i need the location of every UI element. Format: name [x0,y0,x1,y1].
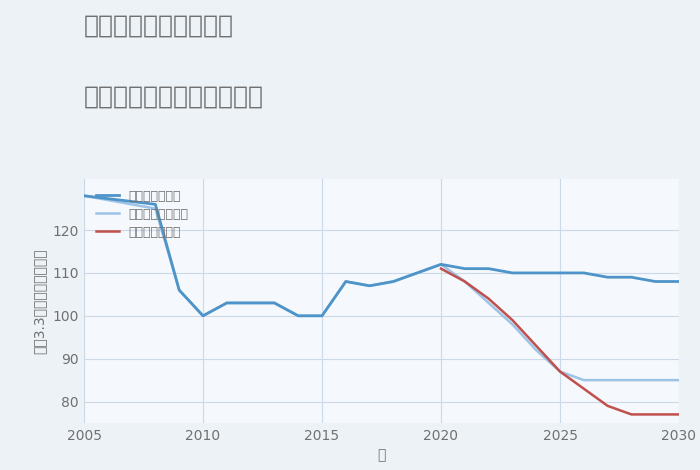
ノーマルシナリオ [556,369,564,375]
ノーマルシナリオ [246,300,255,306]
グッドシナリオ [603,274,612,280]
バッドシナリオ [627,412,636,417]
ノーマルシナリオ [199,313,207,319]
ノーマルシナリオ [413,270,421,276]
ノーマルシナリオ [508,321,517,327]
グッドシナリオ [270,300,279,306]
ノーマルシナリオ [270,300,279,306]
Text: 奈良県橿原市高殿町の: 奈良県橿原市高殿町の [84,14,234,38]
グッドシナリオ [342,279,350,284]
ノーマルシナリオ [627,377,636,383]
ノーマルシナリオ [461,279,469,284]
グッドシナリオ [80,193,88,198]
ノーマルシナリオ [389,279,398,284]
Line: ノーマルシナリオ: ノーマルシナリオ [84,196,679,380]
グッドシナリオ [199,313,207,319]
グッドシナリオ [556,270,564,276]
グッドシナリオ [627,274,636,280]
グッドシナリオ [365,283,374,289]
ノーマルシナリオ [532,347,540,353]
グッドシナリオ [461,266,469,272]
グッドシナリオ [580,270,588,276]
ノーマルシナリオ [484,300,493,306]
ノーマルシナリオ [223,300,231,306]
バッドシナリオ [437,266,445,272]
バッドシナリオ [556,369,564,375]
バッドシナリオ [532,343,540,349]
Text: 中古マンションの価格推移: 中古マンションの価格推移 [84,85,264,109]
グッドシナリオ [151,202,160,207]
ノーマルシナリオ [580,377,588,383]
Y-axis label: 坪（3.3㎡）単価（万円）: 坪（3.3㎡）単価（万円） [32,248,46,353]
ノーマルシナリオ [318,313,326,319]
Line: バッドシナリオ: バッドシナリオ [441,269,679,415]
ノーマルシナリオ [342,279,350,284]
ノーマルシナリオ [437,261,445,267]
グッドシナリオ [389,279,398,284]
ノーマルシナリオ [651,377,659,383]
X-axis label: 年: 年 [377,448,386,462]
ノーマルシナリオ [603,377,612,383]
グッドシナリオ [675,279,683,284]
グッドシナリオ [223,300,231,306]
ノーマルシナリオ [365,283,374,289]
バッドシナリオ [580,386,588,392]
グッドシナリオ [175,287,183,293]
Legend: グッドシナリオ, ノーマルシナリオ, バッドシナリオ: グッドシナリオ, ノーマルシナリオ, バッドシナリオ [96,190,189,239]
グッドシナリオ [532,270,540,276]
グッドシナリオ [294,313,302,319]
ノーマルシナリオ [675,377,683,383]
グッドシナリオ [318,313,326,319]
バッドシナリオ [461,279,469,284]
グッドシナリオ [246,300,255,306]
グッドシナリオ [413,270,421,276]
グッドシナリオ [508,270,517,276]
バッドシナリオ [484,296,493,301]
グッドシナリオ [484,266,493,272]
バッドシナリオ [675,412,683,417]
ノーマルシナリオ [294,313,302,319]
ノーマルシナリオ [175,287,183,293]
バッドシナリオ [651,412,659,417]
グッドシナリオ [651,279,659,284]
ノーマルシナリオ [151,206,160,212]
グッドシナリオ [437,261,445,267]
ノーマルシナリオ [80,193,88,198]
バッドシナリオ [603,403,612,409]
Line: グッドシナリオ: グッドシナリオ [84,196,679,316]
バッドシナリオ [508,317,517,323]
